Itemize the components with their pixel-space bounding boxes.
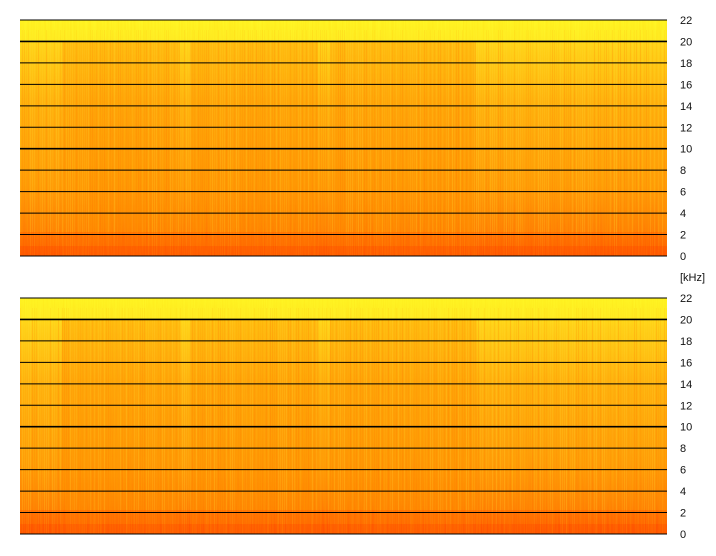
y-tick-label-4: 4 xyxy=(680,486,686,498)
y-tick-label-10: 10 xyxy=(680,144,692,156)
y-tick-label-16: 16 xyxy=(680,79,692,91)
y-tick-label-2: 2 xyxy=(680,508,686,520)
y-tick-label-14: 14 xyxy=(680,379,692,391)
y-tick-label-20: 20 xyxy=(680,36,692,48)
y-tick-label-8: 8 xyxy=(680,443,686,455)
y-tick-label-22: 22 xyxy=(680,293,692,305)
y-tick-label-6: 6 xyxy=(680,465,686,477)
y-tick-label-8: 8 xyxy=(680,165,686,177)
y-tick-label-18: 18 xyxy=(680,336,692,348)
y-tick-label-0: 0 xyxy=(680,529,686,541)
spectrogram-panel-bottom: 0 2 4 6 8 10 12 14 16 18 20 22 xyxy=(20,293,692,541)
y-tick-label-14: 14 xyxy=(680,101,692,113)
y-tick-label-6: 6 xyxy=(680,187,686,199)
y-tick-label-10: 10 xyxy=(680,422,692,434)
spectrogram-texture xyxy=(20,298,667,534)
y-tick-label-22: 22 xyxy=(680,15,692,27)
y-tick-label-16: 16 xyxy=(680,357,692,369)
spectrogram-panel-top: 0 2 4 6 8 10 12 14 16 18 20 22 xyxy=(20,15,692,263)
y-tick-label-4: 4 xyxy=(680,208,686,220)
y-tick-label-12: 12 xyxy=(680,400,692,412)
y-tick-label-0: 0 xyxy=(680,251,686,263)
frequency-unit-label: [kHz] xyxy=(680,272,705,284)
y-tick-label-20: 20 xyxy=(680,314,692,326)
spectrogram-texture xyxy=(20,20,667,256)
y-tick-label-18: 18 xyxy=(680,58,692,70)
y-tick-label-2: 2 xyxy=(680,230,686,242)
y-tick-label-12: 12 xyxy=(680,122,692,134)
